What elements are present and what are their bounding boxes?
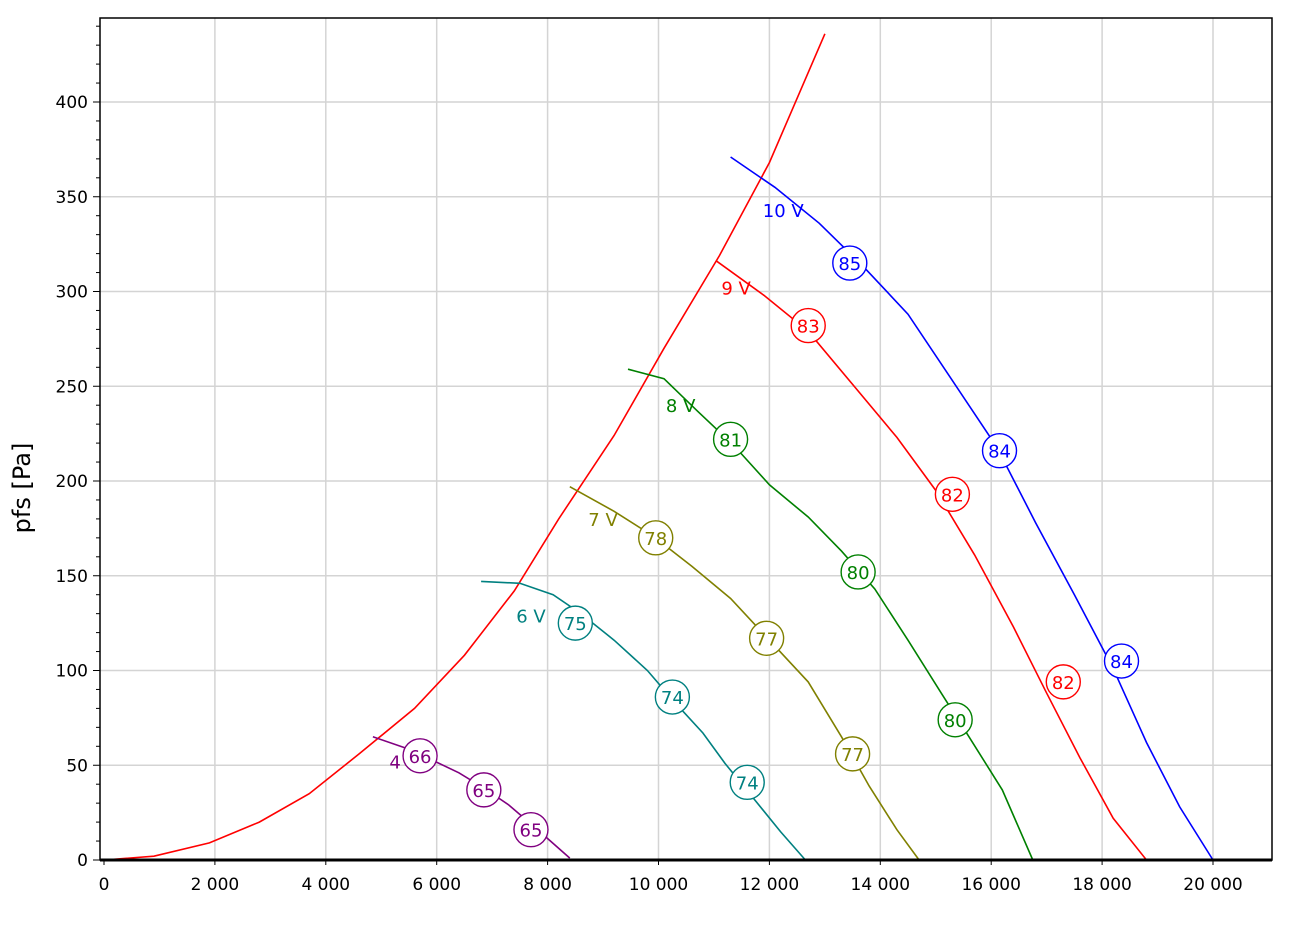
y-axis-ticks: 0 50 100 150 200 250 300 350 400 bbox=[56, 93, 100, 871]
x-tick-label: 14 000 bbox=[851, 875, 910, 895]
y-tick-label: 250 bbox=[56, 377, 88, 397]
efficiency-marker-circle bbox=[981, 432, 1018, 469]
x-tick-label: 12 000 bbox=[740, 875, 799, 895]
efficiency-marker-label: 80 bbox=[847, 563, 870, 584]
y-tick-label: 400 bbox=[56, 93, 88, 113]
series-label: 6 V bbox=[516, 607, 546, 628]
efficiency-marker-circle bbox=[840, 554, 876, 590]
efficiency-marker-label: 82 bbox=[941, 485, 964, 506]
series-label: 8 V bbox=[666, 396, 696, 417]
x-tick-label: 10 000 bbox=[629, 875, 688, 895]
series-label: 4 bbox=[389, 752, 400, 773]
y-tick-label: 150 bbox=[56, 567, 88, 587]
x-tick-label: 20 000 bbox=[1183, 875, 1242, 895]
x-tick-label: 16 000 bbox=[961, 875, 1020, 895]
efficiency-marker-circle bbox=[937, 702, 973, 738]
y-tick-label: 50 bbox=[66, 756, 88, 776]
efficiency-marker-circle bbox=[712, 421, 749, 458]
efficiency-marker-label: 80 bbox=[944, 711, 967, 732]
efficiency-marker-label: 85 bbox=[838, 254, 861, 275]
efficiency-marker-circle bbox=[834, 736, 871, 772]
efficiency-marker-label: 84 bbox=[1110, 652, 1133, 673]
y-tick-label: 300 bbox=[56, 283, 88, 303]
y-tick-label: 0 bbox=[77, 851, 88, 871]
series-label: 7 V bbox=[588, 510, 618, 531]
y-tick-label: 350 bbox=[56, 188, 88, 208]
efficiency-marker-circle bbox=[729, 764, 765, 801]
x-tick-label: 4 000 bbox=[301, 875, 350, 895]
efficiency-marker-label: 78 bbox=[644, 529, 667, 550]
efficiency-marker-circle bbox=[934, 476, 971, 512]
x-tick-label: 6 000 bbox=[412, 875, 461, 895]
efficiency-marker-label: 81 bbox=[719, 430, 742, 451]
efficiency-marker-circle bbox=[1103, 643, 1140, 679]
efficiency-marker-label: 74 bbox=[661, 688, 684, 709]
efficiency-marker-label: 83 bbox=[797, 317, 820, 338]
efficiency-marker-label: 66 bbox=[409, 747, 432, 768]
x-tick-label: 2 000 bbox=[191, 875, 240, 895]
efficiency-marker-circle bbox=[466, 772, 502, 808]
efficiency-marker-circle bbox=[1045, 664, 1081, 700]
x-axis-ticks: 0 2 000 4 000 6 000 8 000 10 000 12 000 14 000 1… bbox=[99, 860, 1243, 895]
efficiency-markers: 66 65 65 75 74 74 78 77 77 81 80 80 83 82 82 85 84 84 bbox=[402, 245, 1140, 848]
efficiency-marker-circle bbox=[513, 811, 549, 848]
efficiency-marker-label: 65 bbox=[472, 781, 495, 802]
series-line bbox=[627, 368, 1034, 861]
y-tick-label: 200 bbox=[56, 472, 88, 492]
system-curve bbox=[103, 33, 826, 861]
efficiency-marker-label: 75 bbox=[564, 614, 587, 635]
efficiency-marker-circle bbox=[832, 245, 868, 281]
efficiency-marker-label: 84 bbox=[988, 442, 1011, 463]
y-axis-title: pfs [Pa] bbox=[8, 443, 36, 534]
efficiency-marker-circle bbox=[638, 520, 674, 556]
efficiency-marker-circle bbox=[402, 738, 438, 774]
efficiency-marker-circle bbox=[748, 620, 785, 656]
x-tick-label: 8 000 bbox=[523, 875, 572, 895]
grid-lines bbox=[100, 18, 1272, 860]
efficiency-marker-label: 74 bbox=[736, 773, 759, 794]
efficiency-marker-label: 65 bbox=[520, 821, 543, 842]
x-tick-label: 18 000 bbox=[1072, 875, 1131, 895]
efficiency-marker-circle bbox=[557, 605, 594, 641]
series-label: 10 V bbox=[763, 201, 805, 222]
efficiency-marker-circle bbox=[790, 307, 826, 344]
y-tick-label: 100 bbox=[56, 662, 88, 682]
efficiency-marker-label: 77 bbox=[841, 745, 864, 766]
series-label: 9 V bbox=[721, 279, 751, 300]
x-tick-label: 0 bbox=[99, 875, 110, 895]
efficiency-marker-circle bbox=[654, 679, 691, 715]
efficiency-marker-label: 82 bbox=[1052, 673, 1075, 694]
efficiency-marker-label: 77 bbox=[755, 629, 778, 650]
